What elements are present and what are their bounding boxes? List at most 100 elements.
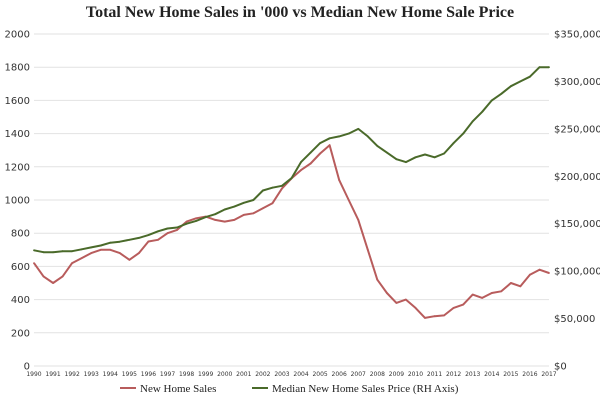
data-point-0 [328,144,331,147]
data-point-0 [300,169,302,172]
data-point-0 [548,272,550,274]
left-axis-tick-label: 1200 [5,162,30,173]
x-axis-tick-label: 1995 [122,371,137,378]
data-point-1 [281,184,283,187]
data-point-0 [433,315,436,318]
data-point-1 [147,234,150,237]
data-point-1 [405,161,407,164]
data-point-0 [395,302,398,304]
legend-label-new-home-sales: New Home Sales [140,383,216,395]
x-axis-ticks: 1990 1991 1992 1993 1994 1995 1996 1997 1998 1999… [26,371,556,378]
data-point-0 [42,275,45,278]
data-point-0 [176,229,179,231]
data-point-1 [357,127,360,130]
data-point-1 [366,135,369,138]
data-point-1 [118,240,121,243]
data-point-0 [510,282,512,284]
data-point-0 [242,214,245,216]
data-point-0 [195,217,198,220]
data-point-1 [490,99,493,102]
x-axis-tick-label: 2007 [351,371,366,378]
data-point-1 [328,137,331,140]
data-point-1 [80,248,83,251]
series-line-1 [33,66,549,254]
data-point-0 [462,303,465,306]
legend-label-median-price: Median New Home Sales Price (RH Axis) [272,383,459,395]
series-layer [33,66,550,319]
data-point-0 [109,248,112,251]
data-point-0 [538,268,541,271]
data-point-0 [262,207,264,210]
left-axis-tick-label: 1800 [5,63,30,74]
x-axis-tick-label: 2017 [541,371,556,378]
x-axis-tick-label: 1991 [45,371,60,378]
x-axis-tick-label: 1996 [141,371,156,378]
data-point-1 [157,230,159,233]
data-point-1 [61,250,64,253]
left-axis-tick-label: 1000 [5,196,30,207]
data-point-0 [357,219,360,221]
x-axis-tick-label: 2003 [274,371,289,378]
data-point-1 [71,250,73,253]
x-axis-tick-label: 1999 [198,371,213,378]
x-axis-tick-label: 2009 [389,371,404,378]
data-point-0 [80,257,83,259]
data-point-0 [233,219,236,221]
data-point-0 [118,252,121,255]
data-point-0 [147,240,150,243]
data-point-0 [471,293,474,296]
left-axis-tick-label: 2000 [5,30,30,41]
right-axis-ticks: $0 $50,000 $100,000 $150,000 $200,000 $250,00… [554,30,600,373]
data-point-0 [33,262,35,264]
left-axis-tick-label: 1400 [5,129,30,140]
x-axis-tick-label: 2005 [312,371,327,378]
data-point-0 [281,187,283,190]
data-point-1 [90,246,93,249]
data-point-0 [529,273,531,276]
x-axis-tick-label: 2002 [255,371,270,378]
data-point-0 [319,152,321,155]
data-point-1 [500,92,503,95]
data-point-1 [166,227,169,230]
data-point-0 [500,290,503,293]
series-line-0 [33,144,550,319]
data-point-1 [386,151,388,154]
right-axis-tick-label: $200,000 [554,172,600,183]
right-axis-tick-label: $300,000 [554,77,600,88]
x-axis-tick-label: 1990 [26,371,41,378]
data-point-1 [99,244,102,247]
x-axis-tick-label: 1993 [84,371,99,378]
data-point-0 [252,212,255,215]
x-axis-tick-label: 1994 [103,371,118,378]
data-point-0 [166,232,169,235]
right-axis-tick-label: $150,000 [554,219,600,230]
x-axis-tick-label: 1997 [160,371,175,378]
x-axis-tick-label: 2006 [332,371,347,378]
data-point-0 [185,220,188,223]
data-point-1 [33,249,35,252]
data-point-1 [395,158,398,161]
data-point-1 [481,110,484,113]
data-point-1 [414,156,417,159]
data-point-1 [300,161,302,164]
data-point-1 [252,199,255,201]
data-point-1 [443,152,445,155]
x-axis-tick-label: 1998 [179,371,194,378]
data-point-1 [42,251,45,254]
data-point-0 [338,179,341,182]
data-point-1 [424,153,426,156]
data-point-1 [510,85,512,88]
x-axis-tick-label: 2011 [427,371,442,378]
data-point-1 [233,205,236,208]
data-point-1 [109,241,112,244]
x-axis-tick-label: 2015 [503,371,518,378]
data-point-0 [424,317,426,319]
data-point-1 [376,145,379,147]
left-axis-ticks: 0 200 400 600 800 1000 1200 1400 1600 1800 2000 [5,30,30,373]
data-point-1 [176,226,179,229]
data-point-0 [414,307,417,309]
data-point-1 [290,177,293,180]
data-point-0 [386,292,388,294]
data-point-0 [157,238,159,241]
